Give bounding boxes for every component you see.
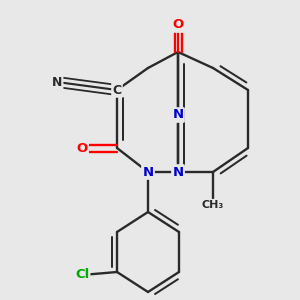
Text: N: N — [142, 166, 154, 178]
Text: O: O — [76, 142, 88, 154]
Text: Cl: Cl — [75, 268, 89, 281]
Text: N: N — [172, 166, 184, 178]
Text: N: N — [52, 76, 62, 88]
Text: CH₃: CH₃ — [202, 200, 224, 210]
Text: O: O — [172, 19, 184, 32]
Text: C: C — [112, 83, 122, 97]
Text: N: N — [172, 109, 184, 122]
